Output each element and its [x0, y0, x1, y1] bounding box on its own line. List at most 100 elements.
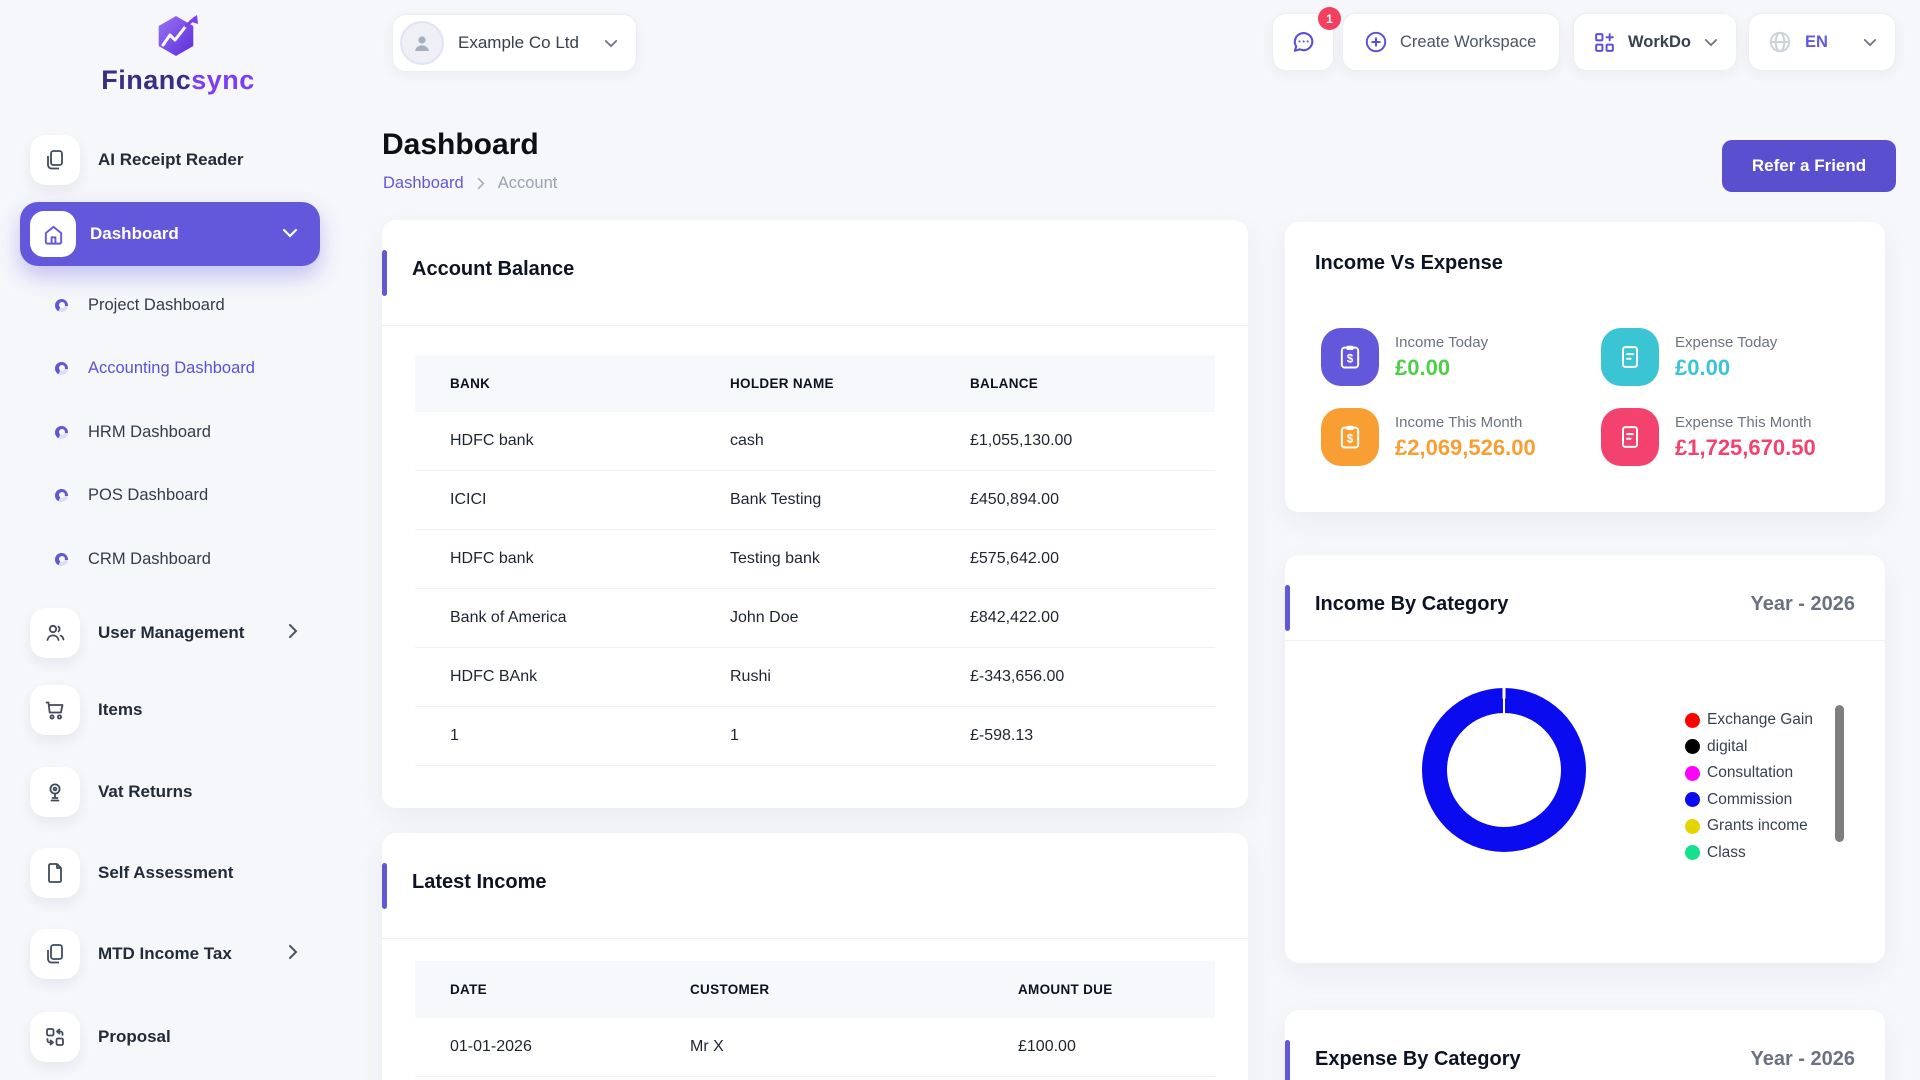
expense-receipt-icon [1601, 328, 1659, 386]
table-cell: 1 [415, 706, 695, 766]
chat-bubble-icon [1293, 32, 1314, 52]
table-cell: 01-01-2026 [415, 1018, 655, 1077]
divider [382, 938, 1248, 939]
create-workspace-button[interactable]: Create Workspace [1342, 13, 1560, 71]
stat-value: £2,069,526.00 [1395, 434, 1536, 460]
column-header-holder-name: HOLDER NAME [695, 355, 935, 412]
sidebar-item-items[interactable]: Items [0, 685, 340, 735]
sidebar-item-dashboard[interactable]: Dashboard [20, 202, 320, 266]
svg-text:$: $ [1347, 353, 1354, 366]
table-cell: Rushi [695, 647, 935, 707]
table-row: 01-01-2026 Mr X £100.00 [415, 1018, 1215, 1077]
stat-expense-this-month: Expense This Month £1,725,670.50 [1601, 408, 1866, 466]
sidebar-item-project-dashboard[interactable]: Project Dashboard [0, 280, 340, 330]
stat-expense-today: Expense Today £0.00 [1601, 328, 1866, 386]
workdo-menu[interactable]: WorkDo [1573, 13, 1737, 71]
breadcrumb-link-dashboard[interactable]: Dashboard [383, 174, 464, 192]
chart-year-label: Year - 2026 [1750, 593, 1855, 615]
legend-item[interactable]: Grants income [1685, 813, 1813, 840]
sidebar-subitem-label: CRM Dashboard [88, 549, 211, 568]
sidebar-item-accounting-dashboard[interactable]: Accounting Dashboard [0, 343, 340, 393]
table-cell: £-598.13 [935, 706, 1215, 766]
stat-label: Expense This Month [1675, 413, 1812, 431]
card-title: Account Balance [412, 258, 575, 280]
brand-logo[interactable]: Financsync [98, 10, 258, 96]
table-cell: £100.00 [983, 1018, 1215, 1077]
sidebar-item-label: User Management [98, 623, 245, 642]
brand-name: Financsync [101, 65, 255, 95]
table-cell: £842,422.00 [935, 588, 1215, 648]
card-title: Income Vs Expense [1315, 252, 1503, 274]
legend-scrollbar[interactable] [1835, 705, 1844, 842]
expense-receipt-icon [1601, 408, 1659, 466]
workdo-label: WorkDo [1628, 32, 1691, 51]
column-header-bank: BANK [415, 355, 695, 412]
table-row: HDFC bank cash £1,055,130.00 [415, 412, 1215, 471]
chevron-down-icon [604, 39, 618, 47]
sidebar-item-crm-dashboard[interactable]: CRM Dashboard [0, 534, 340, 584]
person-icon [415, 36, 429, 51]
legend-label: Commission [1707, 790, 1793, 808]
table-header-row: BANK HOLDER NAME BALANCE [415, 355, 1215, 412]
company-name: Example Co Ltd [458, 33, 579, 52]
bullet-ring-icon [55, 298, 68, 312]
plus-circle-icon [1365, 31, 1387, 53]
legend-item[interactable]: Consultation [1685, 760, 1813, 787]
column-header-amount-due: AMOUNT DUE [983, 961, 1215, 1018]
create-workspace-label: Create Workspace [1400, 32, 1537, 51]
income-clipboard-icon: $ [1321, 328, 1379, 386]
card-accent-bar [1285, 585, 1290, 631]
table-cell: Bank Testing [695, 470, 935, 530]
legend-color-dot [1685, 818, 1700, 834]
messages-badge: 1 [1318, 7, 1341, 30]
sidebar-item-mtd-income-tax[interactable]: MTD Income Tax [0, 929, 340, 979]
stat-value: £1,725,670.50 [1675, 434, 1816, 460]
refer-a-friend-button[interactable]: Refer a Friend [1722, 140, 1896, 192]
stat-label: Income This Month [1395, 413, 1523, 431]
sidebar-item-ai-receipt-reader[interactable]: AI Receipt Reader [0, 135, 340, 185]
latest-income-card: Latest Income DATE CUSTOMER AMOUNT DUE 0… [382, 833, 1248, 1080]
language-selector[interactable]: EN [1748, 13, 1896, 71]
sidebar-item-self-assessment[interactable]: Self Assessment [0, 848, 340, 898]
chart-year-label: Year - 2026 [1750, 1048, 1855, 1070]
home-icon [30, 211, 76, 257]
table-cell: ICICI [415, 470, 695, 530]
sidebar-subitem-label: POS Dashboard [88, 485, 209, 504]
latest-income-table: DATE CUSTOMER AMOUNT DUE 01-01-2026 Mr X £… [415, 961, 1215, 1077]
stat-income-today: $ Income Today £0.00 [1321, 328, 1586, 386]
table-cell: John Doe [695, 588, 935, 648]
divider [1285, 640, 1885, 641]
pages-icon [30, 135, 80, 185]
sidebar-item-hrm-dashboard[interactable]: HRM Dashboard [0, 407, 340, 457]
legend-label: Consultation [1707, 764, 1794, 782]
vat-scale-icon [30, 767, 80, 817]
legend-item[interactable]: Commission [1685, 787, 1813, 814]
table-header-row: DATE CUSTOMER AMOUNT DUE [415, 961, 1215, 1018]
legend-color-dot [1685, 765, 1700, 781]
legend-item[interactable]: Class [1685, 840, 1813, 867]
legend-color-dot [1685, 739, 1700, 755]
messages-button[interactable]: 1 [1272, 7, 1341, 71]
sidebar-item-label: Vat Returns [98, 782, 193, 801]
sidebar-item-user-management[interactable]: User Management [0, 608, 340, 658]
table-cell: HDFC bank [415, 412, 695, 471]
swap-squares-icon [30, 1012, 80, 1062]
sidebar-item-pos-dashboard[interactable]: POS Dashboard [0, 470, 340, 520]
sidebar-item-label: MTD Income Tax [98, 944, 232, 963]
column-header-customer: CUSTOMER [655, 961, 983, 1018]
legend-item[interactable]: Exchange Gain [1685, 707, 1813, 734]
table-cell: £575,642.00 [935, 529, 1215, 589]
language-label: EN [1805, 32, 1828, 51]
sidebar-subitem-label: HRM Dashboard [88, 422, 211, 441]
donut-hole [1447, 713, 1561, 827]
company-selector[interactable]: Example Co Ltd [392, 14, 637, 72]
legend-item[interactable]: digital [1685, 734, 1813, 761]
legend-label: digital [1707, 737, 1748, 755]
donut-legend: Exchange Gain digital Consultation Commissi… [1685, 707, 1813, 866]
stat-income-this-month: $ Income This Month £2,069,526.00 [1321, 408, 1586, 466]
table-cell: HDFC BAnk [415, 647, 695, 707]
sidebar-subitem-label: Project Dashboard [88, 295, 225, 314]
sidebar-item-vat-returns[interactable]: Vat Returns [0, 767, 340, 817]
sidebar-item-proposal[interactable]: Proposal [0, 1012, 340, 1062]
